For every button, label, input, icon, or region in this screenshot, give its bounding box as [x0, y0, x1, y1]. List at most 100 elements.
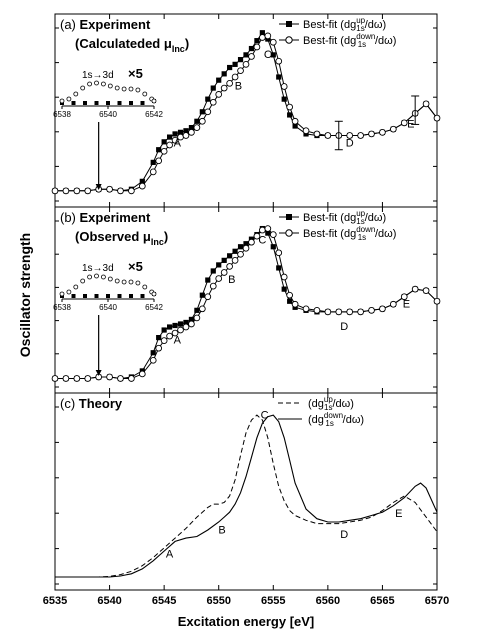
data-point-circle [166, 332, 173, 340]
data-point-circle [62, 187, 70, 195]
data-point-square [194, 307, 200, 313]
data-point-square [270, 244, 276, 250]
data-point-square [227, 253, 233, 259]
peak-label-E: E [407, 119, 414, 131]
data-point-circle [84, 187, 92, 195]
inset-tick-label: 6542 [145, 110, 163, 119]
data-point-circle [313, 130, 321, 138]
y-axis-label: Oscillator strength [17, 233, 33, 357]
inset-point-square [106, 101, 110, 105]
data-point-circle [73, 375, 81, 382]
x-tick-label: 6565 [370, 595, 394, 607]
data-point-square [243, 52, 249, 58]
inset-label: 1s→3d [82, 263, 114, 274]
x-tick-label: 6540 [97, 595, 121, 607]
inset-point-circle [128, 86, 134, 92]
inset-point-circle [107, 276, 113, 282]
inset-point-circle [80, 278, 86, 284]
data-point-circle [155, 344, 163, 352]
data-point-square [265, 230, 271, 236]
legend-label: (dgdown 1s/dω) [308, 411, 364, 428]
data-point-square [281, 96, 287, 102]
inset-point-circle [101, 274, 106, 280]
inset-point-circle [80, 85, 86, 91]
data-point-square [248, 45, 255, 52]
panel-c: A B C D E (c) Theory (dgup 1s/dω)(dgdown 1s/dω) 6… [43, 392, 449, 607]
data-point-circle [62, 375, 70, 382]
data-point-circle [264, 32, 272, 40]
inset-point-circle [59, 291, 65, 297]
data-point-circle [198, 305, 206, 313]
data-point-circle [204, 293, 212, 301]
data-point-square [281, 286, 287, 292]
data-point-circle [248, 238, 255, 246]
data-point-circle [379, 128, 386, 136]
data-point-circle [149, 168, 157, 176]
data-point-circle [73, 187, 81, 195]
inset-point-circle [73, 284, 79, 290]
data-point-square [210, 85, 216, 91]
inset-point-circle [128, 279, 134, 285]
data-point-square [139, 178, 145, 184]
peak-label-D: D [340, 321, 348, 333]
data-point-square [237, 57, 244, 63]
data-point-circle [346, 132, 354, 139]
data-point-square [227, 64, 233, 71]
peak-label-D: D [340, 529, 348, 541]
inset-point-square [94, 294, 99, 298]
peak-label-E: E [403, 298, 410, 310]
panel-title: (b) Experiment [60, 210, 151, 225]
inset-point-circle [142, 284, 148, 290]
data-point-circle [84, 375, 92, 382]
data-point-circle [400, 293, 408, 301]
data-point-circle [204, 108, 212, 116]
data-point-circle [128, 187, 135, 195]
data-point-circle [117, 187, 124, 195]
peak-label-A: A [166, 549, 174, 561]
inset-point-circle [87, 81, 92, 87]
inset-scale-label: ×5 [128, 66, 143, 81]
data-point-square [276, 265, 282, 271]
data-point-circle [138, 370, 146, 378]
data-point-circle [226, 263, 233, 270]
data-point-circle [215, 275, 223, 282]
data-point-square [287, 298, 293, 304]
data-point-circle [357, 132, 364, 139]
series-line-up [55, 414, 438, 578]
x-tick-label: 6560 [316, 595, 340, 607]
inset-point-circle [87, 274, 92, 280]
data-point-square [167, 134, 173, 140]
data-point-square [276, 74, 282, 80]
data-point-square [161, 327, 167, 333]
panel-title: (a) Experiment [60, 17, 151, 32]
panel-subtitle: (Calculateded μInc) [75, 36, 189, 54]
legend-label: Best-fit (dgup 1s/dω) [303, 16, 386, 33]
data-point-circle [411, 285, 419, 293]
peak-label-E: E [395, 508, 402, 520]
data-point-circle [253, 232, 261, 240]
data-point-circle [259, 34, 266, 41]
data-point-square [243, 241, 249, 247]
data-point-circle [198, 117, 206, 125]
data-point-circle [286, 291, 294, 299]
data-point-square [287, 112, 293, 118]
data-point-square [221, 71, 227, 77]
inset-point-circle [114, 85, 120, 91]
data-point-circle [237, 250, 244, 258]
data-point-circle [51, 375, 59, 382]
data-point-circle [242, 244, 250, 252]
data-point-circle [313, 306, 321, 314]
data-point-circle [280, 83, 288, 90]
peak-label-A: A [174, 138, 182, 150]
data-point-circle [231, 73, 239, 81]
data-point-square [167, 324, 173, 330]
inset-point-square [71, 294, 76, 298]
data-point-square [183, 128, 189, 134]
data-point-circle [117, 375, 124, 382]
data-point-circle [160, 337, 168, 344]
data-point-circle [182, 132, 190, 139]
data-point-square [232, 61, 238, 67]
x-tick-label: 6535 [43, 595, 67, 607]
inset-point-square [106, 294, 110, 298]
